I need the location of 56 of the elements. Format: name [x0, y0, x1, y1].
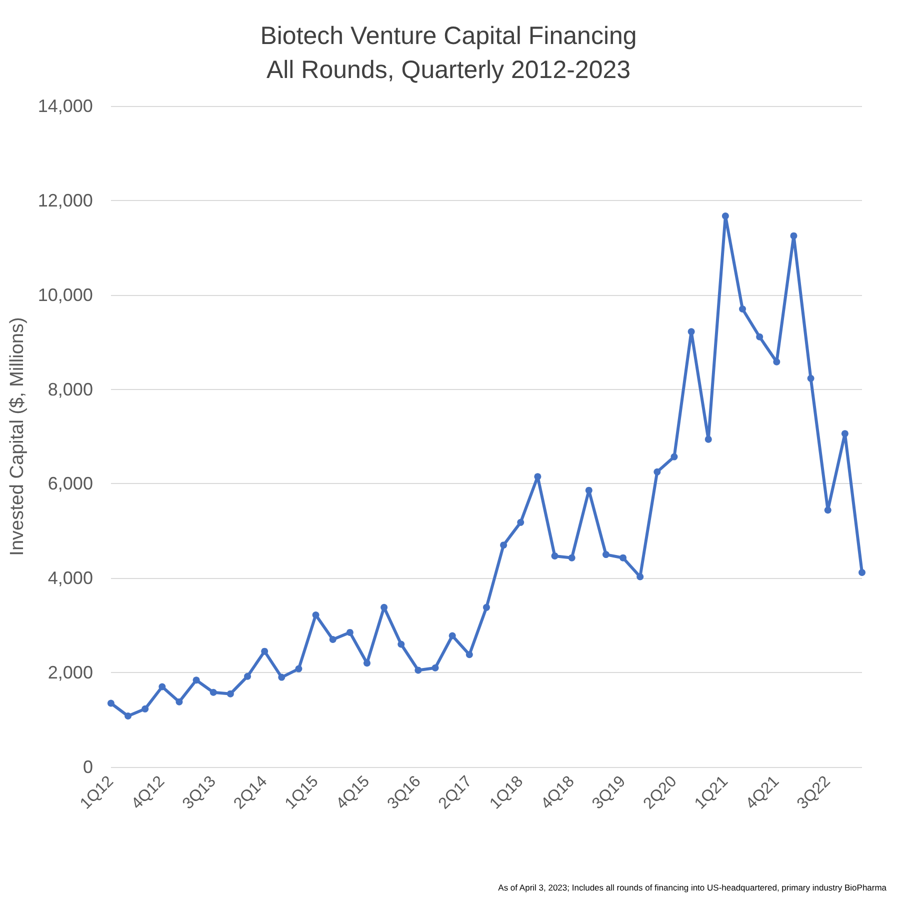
point [841, 430, 848, 438]
point [107, 700, 114, 707]
point [176, 698, 183, 706]
point [346, 628, 354, 636]
point [414, 666, 422, 674]
point [466, 651, 473, 658]
y-tick-label: 8,000 [48, 379, 93, 400]
point [534, 473, 542, 480]
y-tick-label: 10,000 [38, 284, 93, 305]
point [158, 683, 166, 690]
point [244, 672, 252, 680]
point [192, 676, 200, 684]
y-axis-title: Invested Capital ($, Millions) [7, 317, 28, 556]
point [636, 573, 644, 580]
y-tick-label: 0 [82, 757, 93, 777]
point [688, 328, 695, 336]
point [773, 358, 780, 366]
point [432, 664, 439, 672]
point [380, 604, 388, 611]
chart-title: Biotech Venture Capital Financing All Rounds, Quarterly 2012-2023 [260, 22, 637, 84]
point [654, 468, 661, 476]
point [482, 604, 490, 611]
y-tick-label: 14,000 [38, 96, 93, 116]
point [756, 333, 764, 340]
point [448, 632, 456, 640]
point [226, 690, 234, 698]
point [670, 453, 678, 460]
point [739, 306, 746, 313]
point [142, 705, 149, 712]
point [824, 506, 832, 514]
text: As of April 3, 2023; Includes all rounds of financing into US-headquartered, primary industry BioPharma [498, 882, 887, 892]
point [551, 552, 558, 560]
point [517, 518, 524, 526]
point [858, 568, 866, 576]
point [210, 688, 217, 696]
point [329, 636, 336, 644]
point [398, 640, 405, 648]
y-tick-label: 12,000 [38, 190, 93, 210]
point [124, 712, 132, 720]
point [620, 554, 627, 562]
point [295, 665, 302, 672]
point [602, 551, 610, 558]
point [807, 374, 814, 382]
point [500, 542, 508, 549]
y-tick-label: 2,000 [48, 662, 93, 683]
point [585, 486, 592, 494]
y-tick-label: 6,000 [48, 474, 93, 494]
point [278, 674, 286, 681]
point [790, 232, 798, 240]
point [722, 212, 729, 220]
point [704, 436, 712, 443]
point [568, 554, 576, 562]
point [312, 611, 320, 618]
point [364, 660, 370, 667]
y-tick-label: 4,000 [48, 568, 93, 588]
point [261, 648, 268, 655]
